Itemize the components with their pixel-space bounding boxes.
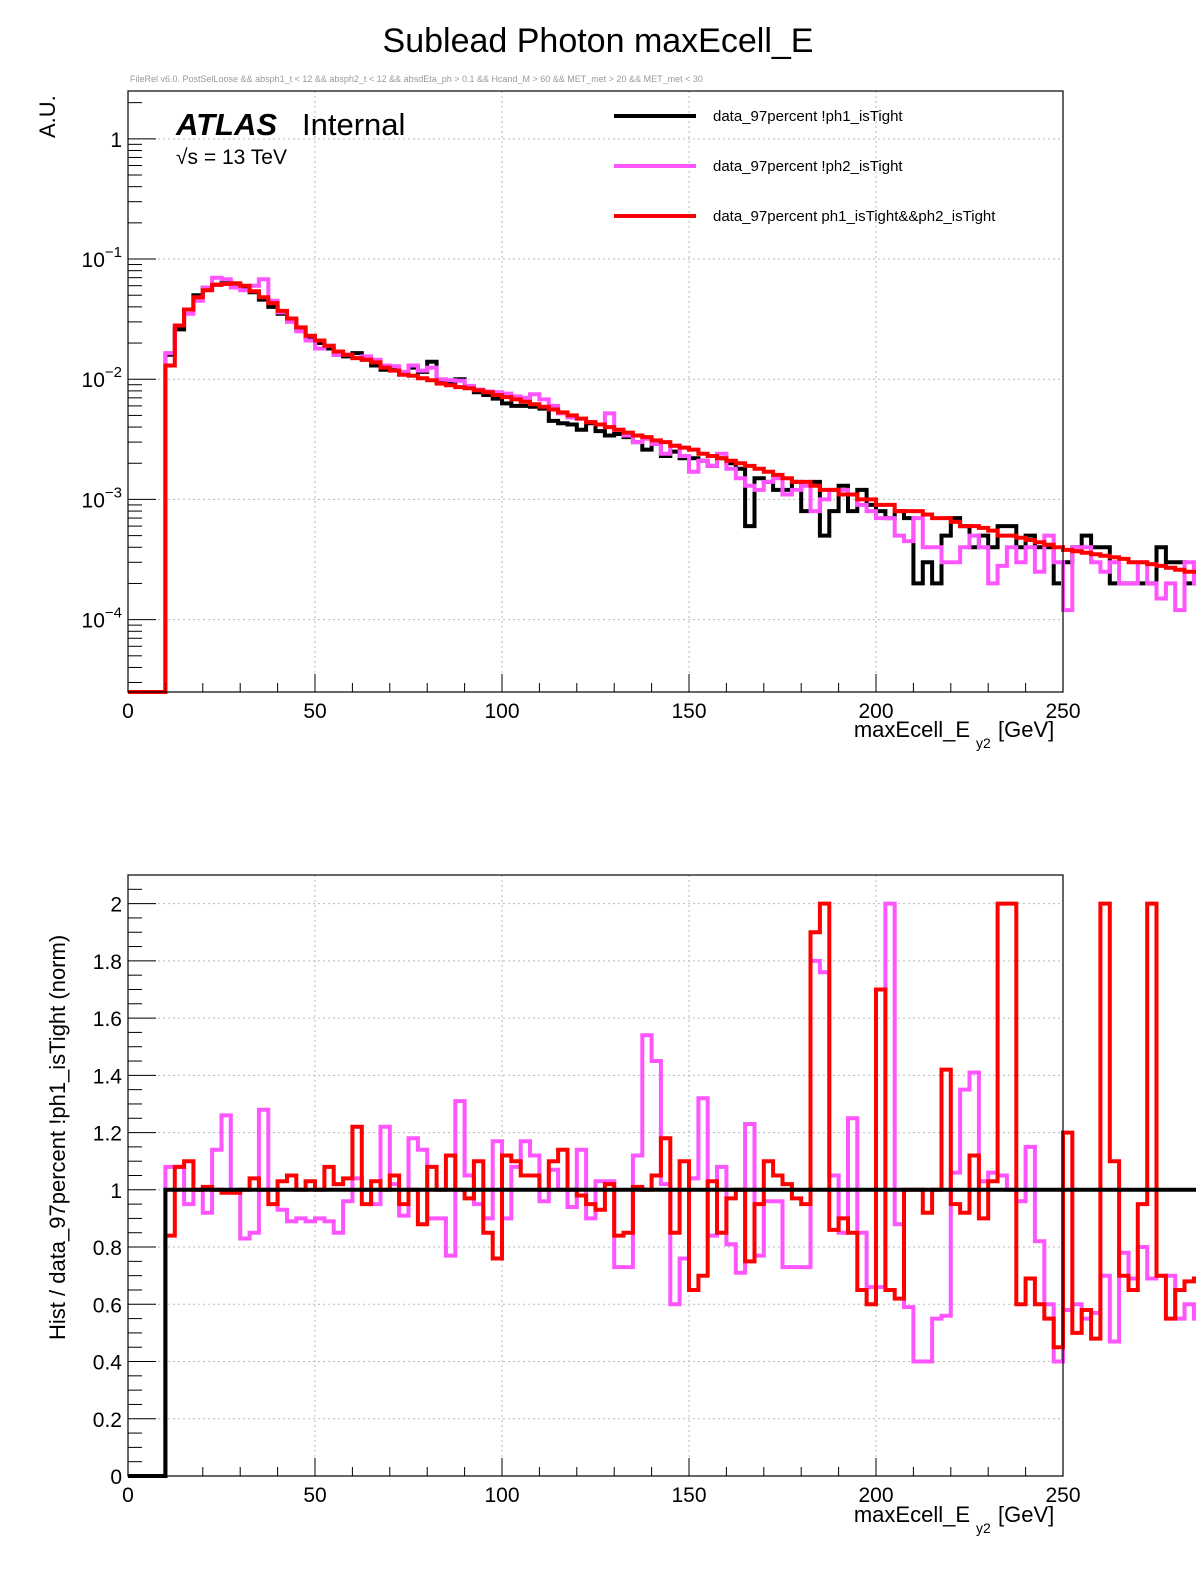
series-data-97percent-ph1-istight (128, 1187, 1196, 1478)
ytick-label: 10−3 (82, 484, 122, 512)
energy-label: √s = 13 TeV (176, 146, 287, 169)
top-frame (127, 90, 1064, 693)
xtick-label: 50 (303, 700, 326, 723)
xtick-label: 150 (671, 1484, 706, 1507)
series-data-97percent-ph1-istight-ph2-istight (128, 281, 1196, 694)
atlas-label: ATLAS (175, 107, 277, 142)
xtick-label: 50 (303, 1484, 326, 1507)
top-xlabel-main: maxEcell_E (854, 717, 970, 742)
series-data-97percent-ph1-istight-ph2-istight (128, 901, 1196, 1478)
xtick-label: 0 (122, 1484, 134, 1507)
ytick-label: 0 (110, 1466, 122, 1489)
selection-cut-text: FileRel v6.0. PostSelLoose && absph1_t <… (130, 74, 703, 84)
ytick-label: 1 (110, 1180, 122, 1203)
top-grid (128, 91, 1063, 692)
bottom-grid (128, 875, 1063, 1476)
ytick-label: 1 (110, 129, 122, 152)
ytick-label: 1.4 (93, 1065, 123, 1088)
top-xlabel-unit: [GeV] (998, 717, 1054, 742)
chart-title: Sublead Photon maxEcell_E (383, 22, 814, 60)
legend-label: data_97percent ph1_isTight&&ph2_isTight (713, 208, 996, 225)
xtick-label: 150 (671, 700, 706, 723)
xtick-label: 100 (484, 700, 519, 723)
internal-label: Internal (302, 107, 405, 142)
legend-label: data_97percent !ph2_isTight (713, 158, 903, 175)
top-xlabel-sub: y2 (976, 735, 991, 751)
xtick-label: 250 (1045, 1484, 1080, 1507)
xtick-label: 200 (858, 700, 893, 723)
ytick-label: 10−4 (82, 605, 122, 633)
top-axes: 0 50 100 150 200 250 10−4 10−3 10−2 10−1 1 (82, 102, 1081, 723)
legend-label: data_97percent !ph1_isTight (713, 108, 903, 125)
ytick-label: 10−1 (82, 244, 122, 272)
ytick-label: 0.6 (93, 1294, 122, 1317)
top-plot-area (128, 275, 1196, 694)
bottom-axes: 0 50 100 150 200 250 0 0.2 0.4 0.6 0.8 1 1.2 1.4 1.6 1.… (93, 874, 1081, 1507)
ytick-label: 1.2 (93, 1123, 122, 1146)
xtick-label: 100 (484, 1484, 519, 1507)
bottom-xlabel-sub: y2 (976, 1520, 991, 1536)
xtick-label: 0 (122, 700, 134, 723)
bottom-xlabel: maxEcell_E y2 [GeV] (854, 1502, 1054, 1536)
ytick-label: 0.8 (93, 1237, 122, 1260)
top-ylabel: A.U. (35, 95, 60, 138)
xtick-label: 250 (1045, 700, 1080, 723)
xtick-label: 200 (858, 1484, 893, 1507)
series-data-97percent-ph2-istight (128, 275, 1196, 694)
ytick-label: 2 (110, 894, 122, 917)
bottom-ylabel: Hist / data_97percent !ph1_isTight (norm… (45, 935, 70, 1340)
legend: data_97percent !ph1_isTight data_97percen… (614, 108, 996, 225)
ytick-label: 10−2 (82, 364, 122, 392)
ytick-label: 0.2 (93, 1409, 122, 1432)
bottom-plot-area (128, 901, 1196, 1478)
series-data-97percent-ph1-istight (128, 281, 1196, 694)
bottom-xlabel-main: maxEcell_E (854, 1502, 970, 1527)
ytick-label: 0.4 (93, 1352, 123, 1375)
top-xlabel: maxEcell_E y2 [GeV] (854, 717, 1054, 751)
ytick-label: 1.6 (93, 1008, 122, 1031)
ytick-label: 1.8 (93, 951, 122, 974)
bottom-xlabel-unit: [GeV] (998, 1502, 1054, 1527)
